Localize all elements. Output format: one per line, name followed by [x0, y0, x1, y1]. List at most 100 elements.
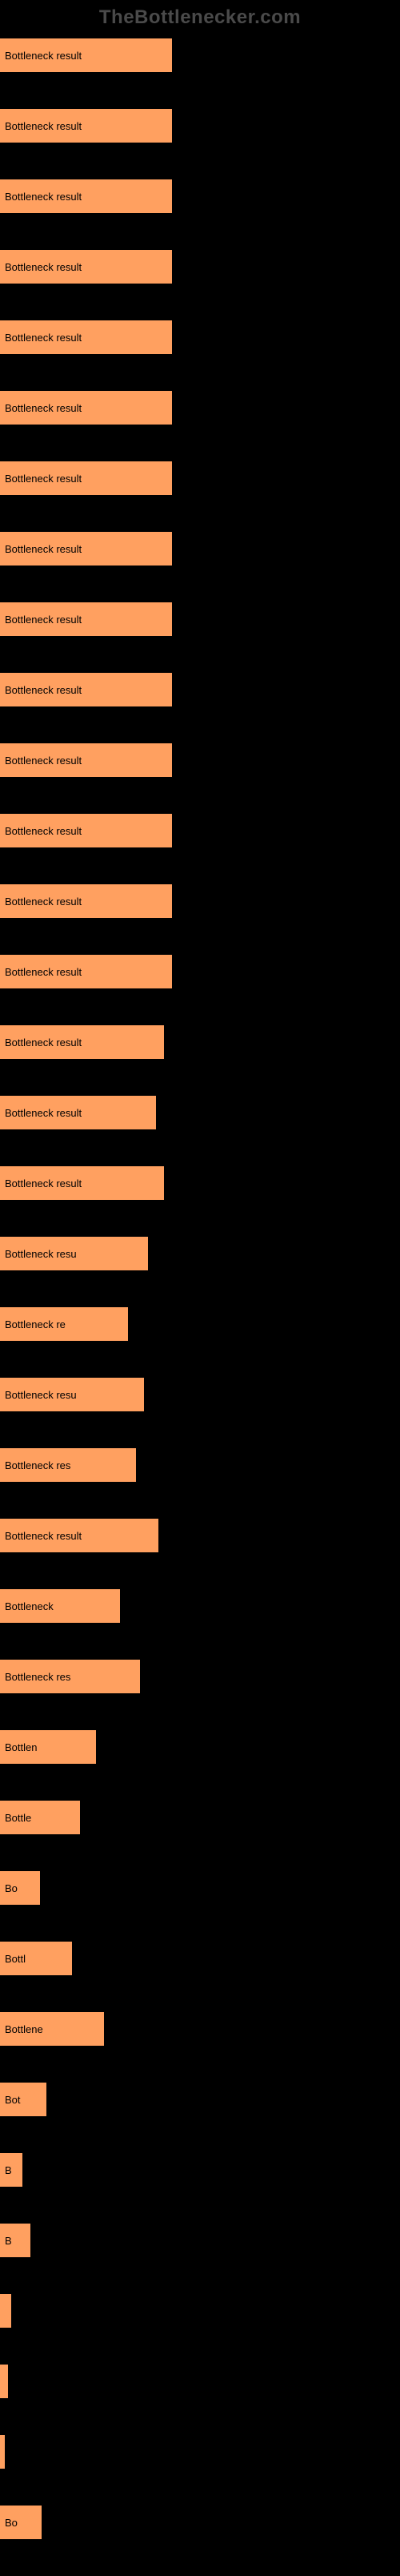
bar-row: Bottleneck result: [0, 884, 400, 918]
bar-label: Bottleneck resu: [5, 1248, 77, 1260]
bar-label: Bottleneck result: [5, 896, 82, 908]
bar-row: Bo: [0, 2506, 400, 2539]
bar: Bottleneck result: [0, 1025, 164, 1059]
bar-row: B: [0, 2224, 400, 2257]
bar: Bottleneck result: [0, 1519, 158, 1552]
bar-row: Bottleneck result: [0, 673, 400, 706]
bar: Bottleneck res: [0, 1660, 140, 1693]
bar-label: Bottleneck result: [5, 825, 82, 837]
bar: Bottleneck result: [0, 884, 172, 918]
bar-row: Bottleneck result: [0, 1096, 400, 1129]
bar-label: Bottleneck result: [5, 1530, 82, 1542]
bar-label: Bottleneck result: [5, 1107, 82, 1119]
bar-row: Bottleneck res: [0, 1448, 400, 1482]
bar: Bottleneck result: [0, 38, 172, 72]
bar-row: Bottleneck result: [0, 1166, 400, 1200]
bar-row: Bottlen: [0, 1730, 400, 1764]
bar: Bottleneck res: [0, 1448, 136, 1482]
bar: Bottleneck result: [0, 673, 172, 706]
bar-row: Bottlene: [0, 2012, 400, 2046]
bar-label: B: [5, 2164, 12, 2176]
bar-row: Bottleneck result: [0, 814, 400, 847]
bar-row: Bottle: [0, 1801, 400, 1834]
bar-row: Bottleneck result: [0, 461, 400, 495]
bar: Bottlen: [0, 1730, 96, 1764]
bar: Bot: [0, 2083, 46, 2116]
bar: Bottl: [0, 1942, 72, 1975]
bar: [0, 2365, 8, 2398]
bar-row: Bottleneck result: [0, 320, 400, 354]
bar: Bottleneck result: [0, 955, 172, 988]
bar: Bottleneck result: [0, 602, 172, 636]
bar-row: Bottleneck result: [0, 250, 400, 284]
bar-label: Bottleneck result: [5, 543, 82, 555]
bar-row: Bottleneck res: [0, 1660, 400, 1693]
bar: Bottleneck result: [0, 391, 172, 425]
bar: Bottleneck result: [0, 320, 172, 354]
bar-row: Bottleneck result: [0, 743, 400, 777]
bar-row: Bottleneck result: [0, 1519, 400, 1552]
bar: Bottleneck resu: [0, 1378, 144, 1411]
bar-row: B: [0, 2153, 400, 2187]
bar-row: Bottleneck result: [0, 1025, 400, 1059]
bar-row: Bottleneck result: [0, 109, 400, 143]
bar-label: Bottleneck result: [5, 473, 82, 485]
bar: Bottleneck: [0, 1589, 120, 1623]
bar: Bottleneck re: [0, 1307, 128, 1341]
bar-row: Bottleneck result: [0, 955, 400, 988]
bar-label: Bottleneck result: [5, 1036, 82, 1049]
bar-row: Bottleneck resu: [0, 1378, 400, 1411]
bar-row: Bottleneck resu: [0, 1237, 400, 1270]
bar: Bottleneck resu: [0, 1237, 148, 1270]
bar-label: Bottleneck resu: [5, 1389, 77, 1401]
bar: Bottleneck result: [0, 461, 172, 495]
bar-label: Bottleneck: [5, 1600, 54, 1612]
bar: Bo: [0, 1871, 40, 1905]
bar: Bottleneck result: [0, 532, 172, 566]
bar-label: Bottlene: [5, 2023, 43, 2035]
bar: B: [0, 2224, 30, 2257]
bar-row: Bot: [0, 2083, 400, 2116]
bar-label: Bottleneck result: [5, 966, 82, 978]
bar: Bo: [0, 2506, 42, 2539]
bar-label: Bottleneck result: [5, 120, 82, 132]
bar-label: Bo: [5, 2517, 18, 2529]
bar-row: Bottleneck result: [0, 38, 400, 72]
bar-label: Bottl: [5, 1953, 26, 1965]
bar-label: Bottleneck res: [5, 1671, 70, 1683]
bar-row: Bottleneck re: [0, 1307, 400, 1341]
watermark-text: TheBottlenecker.com: [0, 0, 400, 38]
bar-row: [0, 2365, 400, 2398]
bar: Bottleneck result: [0, 250, 172, 284]
bar: Bottlene: [0, 2012, 104, 2046]
bar-label: Bottle: [5, 1812, 31, 1824]
bar: Bottleneck result: [0, 1096, 156, 1129]
bar-label: Bottleneck result: [5, 191, 82, 203]
bar-row: [0, 2294, 400, 2328]
bar-row: Bottleneck result: [0, 602, 400, 636]
bar: [0, 2435, 5, 2469]
bar-label: Bottleneck result: [5, 684, 82, 696]
bar-row: Bottleneck result: [0, 532, 400, 566]
bar-row: Bottleneck result: [0, 179, 400, 213]
bar-label: Bottleneck result: [5, 1177, 82, 1189]
bar: [0, 2294, 11, 2328]
bar-label: Bottleneck result: [5, 614, 82, 626]
bar-label: Bo: [5, 1882, 18, 1894]
bar: Bottle: [0, 1801, 80, 1834]
bar-row: Bottl: [0, 1942, 400, 1975]
bar: Bottleneck result: [0, 1166, 164, 1200]
bar-label: Bot: [5, 2094, 21, 2106]
bar-label: Bottleneck result: [5, 755, 82, 767]
bar-label: Bottlen: [5, 1741, 37, 1753]
bar-label: Bottleneck result: [5, 261, 82, 273]
bar-chart: Bottleneck result Bottleneck result Bottle…: [0, 38, 400, 2539]
bar: Bottleneck result: [0, 814, 172, 847]
bar: Bottleneck result: [0, 743, 172, 777]
bar-row: [0, 2435, 400, 2469]
bar: Bottleneck result: [0, 109, 172, 143]
bar-row: Bottleneck result: [0, 391, 400, 425]
bar-label: B: [5, 2235, 12, 2247]
bar: Bottleneck result: [0, 179, 172, 213]
bar-label: Bottleneck result: [5, 332, 82, 344]
